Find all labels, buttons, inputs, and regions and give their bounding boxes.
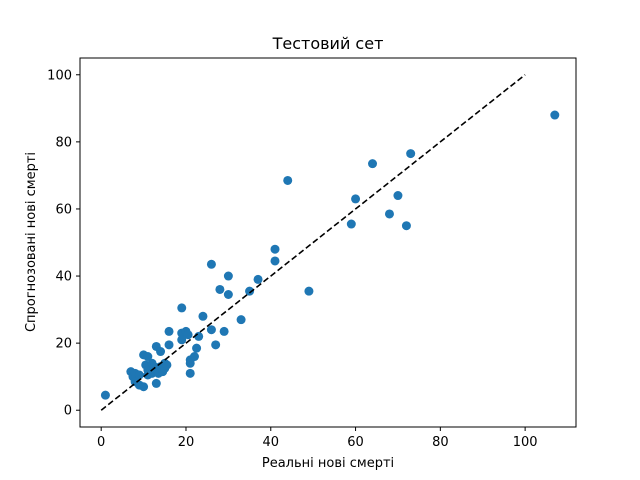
data-point [304,286,314,296]
data-point [206,259,216,269]
y-tick-label: 100 [47,68,72,83]
data-point [198,311,208,321]
y-tick-label: 80 [55,135,72,150]
y-axis-ticks: 0 20 40 60 80 100 [47,68,80,419]
data-point [406,149,416,159]
x-tick-label: 0 [97,435,105,450]
x-tick-label: 40 [262,435,279,450]
data-point [100,390,110,400]
x-axis-ticks: 0 20 40 60 80 100 [97,427,538,450]
data-point [393,191,403,201]
data-point [245,286,255,296]
data-point [550,110,560,120]
data-point [384,209,394,219]
chart-title: Тестовий сет [272,34,384,53]
data-point [192,343,202,353]
data-point [134,370,144,380]
data-point [185,358,195,368]
data-point [183,330,193,340]
data-point [156,347,166,357]
x-axis-label: Реальні нові смерті [262,456,394,471]
data-point [164,340,174,350]
y-tick-label: 40 [55,270,72,285]
data-point [185,368,195,378]
reference-line [100,74,526,411]
data-point [368,159,378,169]
data-point [164,326,174,336]
plot-frame [79,57,577,428]
data-point [162,360,172,370]
y-tick-label: 60 [55,202,72,217]
plot-area [100,74,560,411]
y-tick-label: 20 [55,337,72,352]
data-point [253,274,263,284]
data-point [215,284,225,294]
data-point [283,175,293,185]
data-point [270,244,280,254]
x-tick-label: 100 [513,435,538,450]
data-point [151,378,161,388]
data-point [206,325,216,335]
y-axis-label: Спрогнозовані нові смерті [24,152,39,332]
y-tick-label: 0 [64,404,72,419]
data-point [177,303,187,313]
data-point [236,315,246,325]
x-tick-label: 20 [178,435,195,450]
data-point [177,335,187,345]
x-tick-label: 60 [347,435,364,450]
data-point [223,271,233,281]
data-point [219,326,229,336]
data-point [351,194,361,204]
data-point [189,352,199,362]
data-point [143,352,153,362]
x-tick-label: 80 [432,435,449,450]
data-point [346,219,356,229]
data-point [401,221,411,231]
data-point [139,382,149,392]
data-point [211,340,221,350]
data-point [270,256,280,266]
data-point [223,289,233,299]
